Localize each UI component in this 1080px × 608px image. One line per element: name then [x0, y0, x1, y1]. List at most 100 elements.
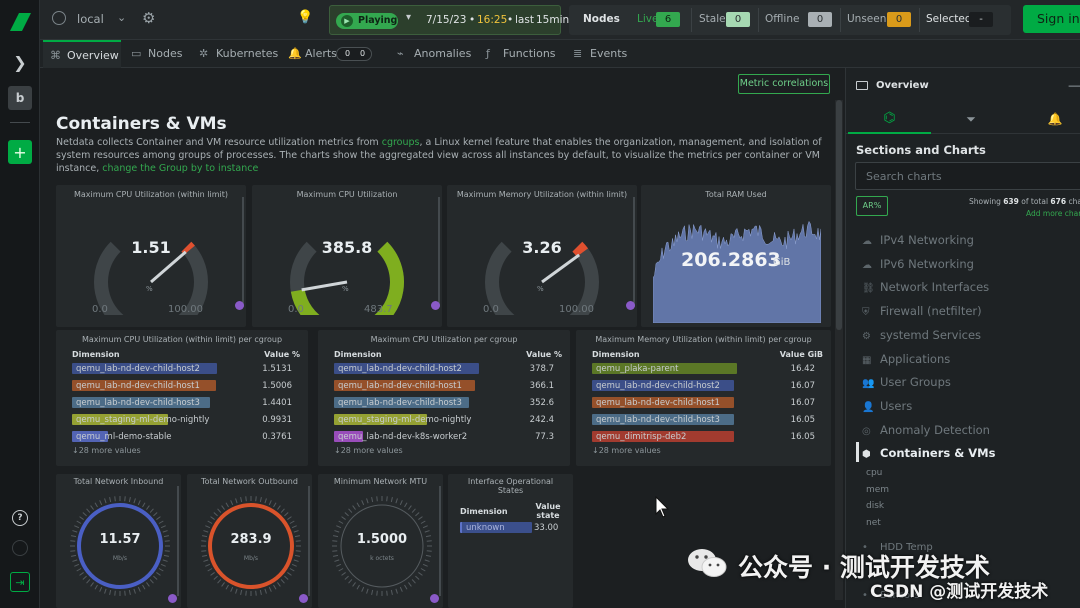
- tab-nodes[interactable]: ▭ Nodes: [124, 40, 190, 68]
- section-item-network-interfaces[interactable]: ⛓ Network Interfaces: [862, 280, 990, 295]
- chevron-down-icon[interactable]: ▾: [406, 12, 412, 23]
- cgroup-table-panel[interactable]: Maximum CPU Utilization per cgroup Dimen…: [318, 330, 570, 466]
- offline-count[interactable]: 0: [808, 12, 832, 27]
- section-item-containers-vms[interactable]: ⬢ Containers & VMs: [862, 446, 996, 461]
- add-space-button[interactable]: +: [8, 140, 32, 164]
- gauge-panel[interactable]: Maximum Memory Utilization (within limit…: [447, 185, 637, 327]
- table-row-name[interactable]: qemu_lab-nd-dev-k8s-worker2: [338, 432, 468, 442]
- panel-scrollbar[interactable]: [633, 197, 635, 307]
- tab-anomalies[interactable]: ⌁ Anomalies: [390, 40, 475, 68]
- section-item-firewall-netfilter[interactable]: ⛨ Firewall (netfilter): [862, 304, 982, 319]
- help-icon[interactable]: ?: [12, 510, 28, 526]
- table-row-name[interactable]: qemu_lab-nd-dev-child-host3: [338, 398, 462, 408]
- scrollbar-thumb[interactable]: [836, 100, 842, 330]
- section-item-anomaly-detection[interactable]: ◎ Anomaly Detection: [862, 422, 990, 437]
- table-row-name[interactable]: qemu_lab-nd-dev-child-host3: [76, 398, 200, 408]
- section-item-user-groups[interactable]: 👥 User Groups: [862, 375, 951, 390]
- table-row-name[interactable]: qemu_staging-ml-demo-nightly: [338, 415, 472, 425]
- section-item-users[interactable]: 👤 Users: [862, 398, 913, 413]
- table-row-name[interactable]: qemu_lab-nd-dev-child-host2: [76, 364, 200, 374]
- tab-alerts[interactable]: 🔔 Alerts 0 0: [281, 40, 376, 68]
- section-item-hdd-temp[interactable]: • HDD Temp: [862, 542, 933, 553]
- subsection-item-net[interactable]: net: [866, 518, 881, 529]
- tab-functions[interactable]: ƒ Functions: [479, 40, 561, 68]
- tab-kubernetes[interactable]: ✲ Kubernetes: [192, 40, 280, 68]
- anomaly-icon[interactable]: [430, 594, 439, 603]
- unseen-count[interactable]: 0: [887, 12, 911, 27]
- network-gauge-panel[interactable]: Total Network Inbound 11.57 Mb/s: [56, 474, 181, 608]
- panel-scrollbar[interactable]: [438, 197, 440, 307]
- network-gauge-panel[interactable]: Total Network Outbound 283.9 Mb/s: [187, 474, 312, 608]
- unseen-label[interactable]: Unseen: [847, 13, 887, 25]
- selected-count[interactable]: -: [969, 12, 993, 27]
- space-avatar[interactable]: b: [8, 86, 32, 110]
- subsection-item-cpu[interactable]: cpu: [866, 468, 883, 478]
- table-row-name[interactable]: qemu_lab-nd-dev-child-host1: [76, 381, 200, 391]
- sign-in-button[interactable]: Sign in: [1023, 5, 1080, 33]
- lightbulb-icon[interactable]: 💡: [297, 10, 314, 25]
- stale-count[interactable]: 0: [726, 12, 750, 27]
- panel-scrollbar[interactable]: [242, 197, 244, 307]
- sign-in-icon[interactable]: ⇥: [10, 572, 30, 592]
- anomaly-icon[interactable]: [299, 594, 308, 603]
- ram-chart-panel[interactable]: Total RAM Used 206.2863 GiB: [641, 185, 831, 327]
- more-values-link[interactable]: ↓28 more values: [334, 446, 403, 455]
- table-row-name[interactable]: qemu_dimitrisp-deb2: [596, 432, 687, 442]
- time-text[interactable]: 16:25: [477, 14, 508, 26]
- room-name[interactable]: local: [77, 12, 104, 26]
- stale-label[interactable]: Stale: [699, 13, 726, 25]
- table-row-name[interactable]: qemu_lab-nd-dev-child-host1: [596, 398, 720, 408]
- section-item-ipv6-networking[interactable]: ☁ IPv6 Networking: [862, 256, 974, 271]
- tab-charts-list[interactable]: ⌬: [848, 104, 931, 134]
- playing-button[interactable]: ▶ Playing: [336, 13, 398, 29]
- metric-correlations-button[interactable]: Metric correlations: [738, 74, 830, 94]
- section-item-applications[interactable]: ▦ Applications: [862, 351, 951, 366]
- cgroup-table-panel[interactable]: Maximum Memory Utilization (within limit…: [576, 330, 831, 466]
- gauge-panel[interactable]: Maximum CPU Utilization 385.8 % 0.0 483.…: [252, 185, 442, 327]
- ram-area-chart[interactable]: [653, 205, 821, 323]
- cgroup-table-panel[interactable]: Maximum CPU Utilization (within limit) p…: [56, 330, 308, 466]
- expand-sidebar-icon[interactable]: ❯: [13, 52, 27, 72]
- more-values-link[interactable]: ↓28 more values: [72, 446, 141, 455]
- settings-icon[interactable]: [12, 540, 28, 556]
- section-item-sensors[interactable]: • Sensors: [862, 590, 920, 601]
- add-more-charts-link[interactable]: Add more charts: [1026, 209, 1080, 218]
- table-row-name[interactable]: qemu_lab-nd-dev-child-host2: [338, 364, 462, 374]
- chevron-down-icon[interactable]: ⌄: [117, 11, 127, 24]
- filter-icon[interactable]: ⏷: [966, 112, 976, 126]
- selected-label[interactable]: Selected: [926, 13, 972, 25]
- live-label[interactable]: Live: [637, 13, 659, 25]
- change-group-by-link[interactable]: change the Group by to instance: [102, 163, 259, 174]
- subsection-item-mem[interactable]: mem: [866, 484, 890, 495]
- gear-icon[interactable]: ⚙: [142, 9, 156, 27]
- anomaly-icon[interactable]: [431, 301, 440, 310]
- range-text[interactable]: 15min: [536, 14, 570, 26]
- anomaly-icon[interactable]: [235, 301, 244, 310]
- gauge-panel[interactable]: Maximum CPU Utilization (within limit) 1…: [56, 185, 246, 327]
- section-item-ipv4-networking[interactable]: ☁ IPv4 Networking: [862, 233, 974, 247]
- tab-events[interactable]: ≣ Events: [566, 40, 634, 68]
- bell-icon[interactable]: 🔔: [1047, 112, 1063, 126]
- live-count[interactable]: 6: [656, 12, 680, 27]
- table-row-name[interactable]: qemu_staging-ml-demo-nightly: [76, 415, 210, 425]
- search-charts-input[interactable]: Search charts: [855, 162, 1080, 190]
- interface-states-panel[interactable]: Interface Operational States Dimension V…: [448, 474, 573, 608]
- panel-scrollbar[interactable]: [308, 486, 310, 596]
- netdata-logo[interactable]: [6, 8, 34, 36]
- section-item-systemd-services[interactable]: ⚙ systemd Services: [862, 327, 982, 342]
- anomaly-icon[interactable]: [168, 594, 177, 603]
- offline-label[interactable]: Offline: [765, 13, 800, 25]
- panel-scrollbar[interactable]: [439, 486, 441, 596]
- date-text[interactable]: 7/15/23: [426, 14, 467, 26]
- subsection-item-disk[interactable]: disk: [866, 501, 885, 512]
- table-row-name[interactable]: qemu_lab-nd-dev-child-host3: [596, 415, 720, 425]
- table-row-name[interactable]: qemu_plaka-parent: [596, 364, 679, 374]
- table-row-name[interactable]: qemu_lab-nd-dev-child-host2: [596, 381, 720, 391]
- collapse-panel-icon[interactable]: ⟶: [1068, 79, 1080, 93]
- table-row-name[interactable]: qemu_lab-nd-dev-child-host1: [338, 381, 462, 391]
- tab-overview[interactable]: ⌘ Overview: [43, 40, 121, 68]
- network-gauge-panel[interactable]: Minimum Network MTU 1.5000 k octets: [318, 474, 443, 608]
- more-values-link[interactable]: ↓28 more values: [592, 446, 661, 455]
- cgroups-link[interactable]: cgroups: [381, 137, 420, 148]
- ar-toggle-button[interactable]: AR%: [856, 196, 888, 216]
